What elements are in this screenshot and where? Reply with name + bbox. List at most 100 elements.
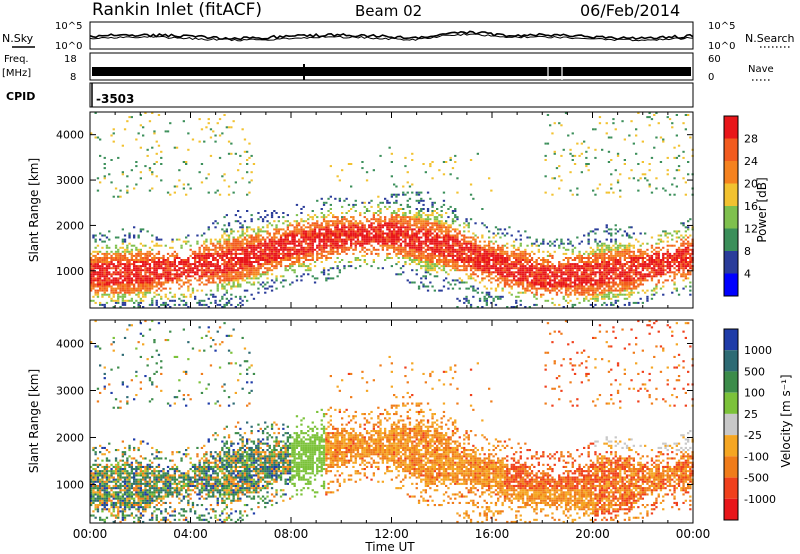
power-cell (499, 252, 502, 255)
power-cell (433, 250, 436, 253)
power-cell (456, 232, 459, 235)
power-cell (99, 261, 102, 263)
power-cell (142, 263, 145, 266)
power-cell (155, 263, 158, 266)
power-cell (218, 281, 222, 284)
power-cell (180, 244, 183, 247)
power-cell (573, 273, 577, 276)
power-cell (347, 234, 351, 237)
power-cell (463, 259, 466, 261)
power-cell (243, 232, 247, 235)
power-cell (227, 263, 231, 266)
power-cell (243, 269, 247, 272)
power-cell (250, 293, 253, 296)
power-cell (216, 265, 219, 268)
power-cell (558, 285, 561, 288)
power-cell (490, 273, 493, 276)
power-cell (372, 226, 375, 229)
power-cell (569, 263, 572, 266)
power-cell (227, 299, 231, 302)
power-cell (481, 271, 484, 274)
power-cell (275, 240, 278, 243)
power-cell (214, 295, 217, 298)
power-cell (286, 250, 289, 253)
power-cell (110, 181, 113, 184)
power-cell (175, 281, 179, 284)
power-cell (501, 289, 504, 292)
power-cell (553, 122, 556, 125)
power-cell (191, 291, 195, 294)
power-cell (144, 283, 147, 286)
power-cell (153, 267, 156, 270)
power-cell (535, 269, 538, 272)
power-cell (449, 226, 452, 229)
power-cell (119, 263, 122, 266)
power-cell (393, 222, 396, 225)
power-cell (146, 154, 149, 157)
power-cell (555, 267, 559, 270)
power-cell (257, 261, 260, 263)
power-cell (456, 238, 459, 241)
power-cell (293, 234, 296, 237)
power-cell (230, 228, 233, 231)
power-cell (203, 273, 206, 276)
power-cell (322, 236, 326, 239)
power-cell (592, 254, 595, 257)
power-cell (223, 250, 226, 253)
power-cell (153, 277, 156, 280)
power-cell (535, 271, 538, 274)
power-cell (517, 271, 520, 274)
power-cell (571, 267, 574, 270)
power-cell (250, 269, 253, 272)
power-cell (250, 267, 253, 270)
power-cell (225, 301, 228, 304)
power-cell (155, 161, 158, 163)
power-cell (528, 267, 531, 270)
power-cell (426, 271, 430, 274)
beam-title: Beam 02 (355, 2, 422, 20)
power-cell (101, 269, 104, 272)
power-cell (578, 254, 581, 257)
power-cell (393, 248, 396, 251)
power-cell (139, 261, 142, 263)
power-cell (139, 285, 142, 288)
power-cell (264, 259, 267, 261)
power-cell (162, 267, 165, 270)
power-cell (282, 222, 285, 225)
power-cell (227, 236, 231, 239)
power-cell (503, 281, 507, 284)
power-cell (334, 230, 337, 233)
power-cell (214, 252, 217, 255)
power-cell (544, 269, 547, 272)
power-cell (101, 273, 104, 276)
power-cell (501, 269, 504, 272)
power-cell (417, 244, 421, 247)
power-cell (352, 216, 355, 219)
power-cell (451, 222, 455, 225)
power-cell (139, 257, 142, 259)
power-cell (230, 152, 233, 155)
power-cell (465, 273, 468, 276)
power-cell (573, 263, 577, 266)
power-cell (553, 275, 556, 278)
power-cell (564, 257, 568, 259)
power-cell (198, 171, 201, 174)
power-cell (268, 234, 271, 237)
power-cell (598, 240, 602, 243)
power-cell (429, 269, 432, 272)
power-cell (264, 244, 267, 247)
power-cell (524, 257, 527, 259)
power-cell (506, 232, 509, 235)
power-cell (417, 216, 421, 219)
power-cell (200, 257, 204, 259)
power-cell (157, 279, 161, 282)
power-cell (395, 199, 398, 202)
power-cell (223, 269, 226, 272)
power-cell (454, 154, 457, 157)
power-cell (469, 285, 473, 288)
power-cell (519, 263, 522, 266)
power-cell (173, 269, 176, 272)
power-cell (585, 257, 588, 259)
power-cell (261, 273, 265, 276)
power-cell (137, 285, 140, 288)
